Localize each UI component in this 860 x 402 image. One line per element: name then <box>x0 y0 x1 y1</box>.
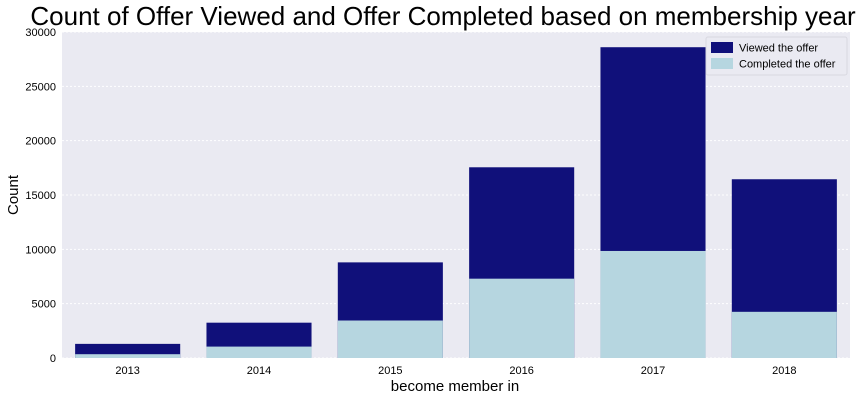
y-tick-label: 10000 <box>25 244 56 256</box>
legend-label: Completed the offer <box>739 59 836 71</box>
x-axis-label: become member in <box>391 378 519 395</box>
x-tick-label: 2018 <box>772 365 796 377</box>
bar-completed-2016 <box>469 278 575 358</box>
legend-swatch <box>711 58 733 69</box>
bar-completed-2013 <box>75 354 181 358</box>
x-tick-label: 2015 <box>378 365 402 377</box>
y-axis-ticks: 0 5000 10000 15000 20000 25000 30000 <box>25 27 56 365</box>
chart-title: Count of Offer Viewed and Offer Complete… <box>30 1 856 31</box>
x-tick-label: 2017 <box>641 365 665 377</box>
bar-completed-2017 <box>600 250 706 358</box>
x-tick-label: 2016 <box>509 365 533 377</box>
y-axis-label: Count <box>5 174 22 215</box>
bar-completed-2015 <box>337 320 443 358</box>
y-tick-label: 0 <box>50 353 56 365</box>
y-tick-label: 5000 <box>32 299 56 311</box>
x-tick-label: 2013 <box>115 365 139 377</box>
legend-swatch <box>711 42 733 53</box>
bars <box>75 47 837 359</box>
legend-box <box>705 36 848 76</box>
bar-completed-2018 <box>731 311 837 358</box>
x-axis-ticks: 2013 2014 2015 2016 2017 2018 <box>115 365 796 377</box>
bar-completed-2014 <box>206 346 312 358</box>
legend: Viewed the offer Completed the offer <box>705 36 848 76</box>
y-tick-label: 20000 <box>25 136 56 148</box>
y-tick-label: 30000 <box>25 27 56 39</box>
grid-lines <box>62 31 850 359</box>
x-tick-label: 2014 <box>247 365 271 377</box>
legend-label: Viewed the offer <box>739 43 818 55</box>
y-tick-label: 25000 <box>25 81 56 93</box>
y-tick-label: 15000 <box>25 190 56 202</box>
